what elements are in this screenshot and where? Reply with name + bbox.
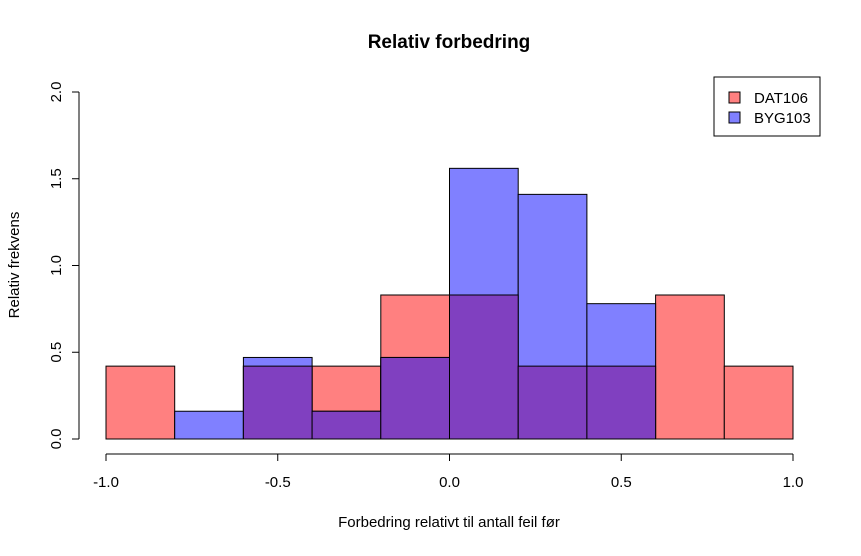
bars-layer (105, 167, 794, 440)
bar-overlap-3 (311, 410, 382, 440)
bar-dat106-0 (105, 365, 176, 440)
x-axis-label: Forbedring relativt til antall feil før (338, 514, 560, 531)
y-tick-label-3: 1.5 (48, 168, 65, 189)
y-axis-label: Relativ frekvens (6, 212, 23, 319)
y-tick-label-1: 0.5 (48, 342, 65, 363)
chart-title: Relativ forbedring (368, 32, 531, 53)
legend-swatch-byg103 (728, 111, 741, 124)
y-tick-label-2: 1.0 (48, 255, 65, 276)
x-tick-label-1: -0.5 (265, 474, 291, 491)
legend-label-byg103: BYG103 (754, 110, 811, 127)
y-tick-label-4: 2.0 (48, 82, 65, 103)
x-axis: -1.0 -0.5 0.0 0.5 1.0 (93, 453, 804, 491)
x-tick-label-3: 0.5 (611, 474, 632, 491)
bar-overlap-4 (380, 356, 450, 440)
legend-box (713, 76, 821, 137)
bar-overlap-7 (586, 365, 657, 440)
bar-overlap-2 (242, 365, 313, 440)
legend: DAT106 BYG103 (713, 76, 821, 137)
x-tick-label-4: 1.0 (783, 474, 804, 491)
legend-label-dat106: DAT106 (754, 90, 808, 107)
x-tick-label-0: -1.0 (93, 474, 119, 491)
bar-overlap-5 (449, 294, 519, 440)
bar-dat106-9 (723, 365, 794, 440)
bar-byg103-1 (174, 410, 244, 440)
y-tick-label-0: 0.0 (48, 429, 65, 450)
bar-dat106-8 (655, 294, 725, 440)
y-axis: 0.0 0.5 1.0 1.5 2.0 (48, 82, 80, 450)
x-tick-label-2: 0.0 (439, 474, 460, 491)
legend-swatch-dat106 (728, 91, 741, 104)
bar-overlap-6 (517, 365, 588, 440)
